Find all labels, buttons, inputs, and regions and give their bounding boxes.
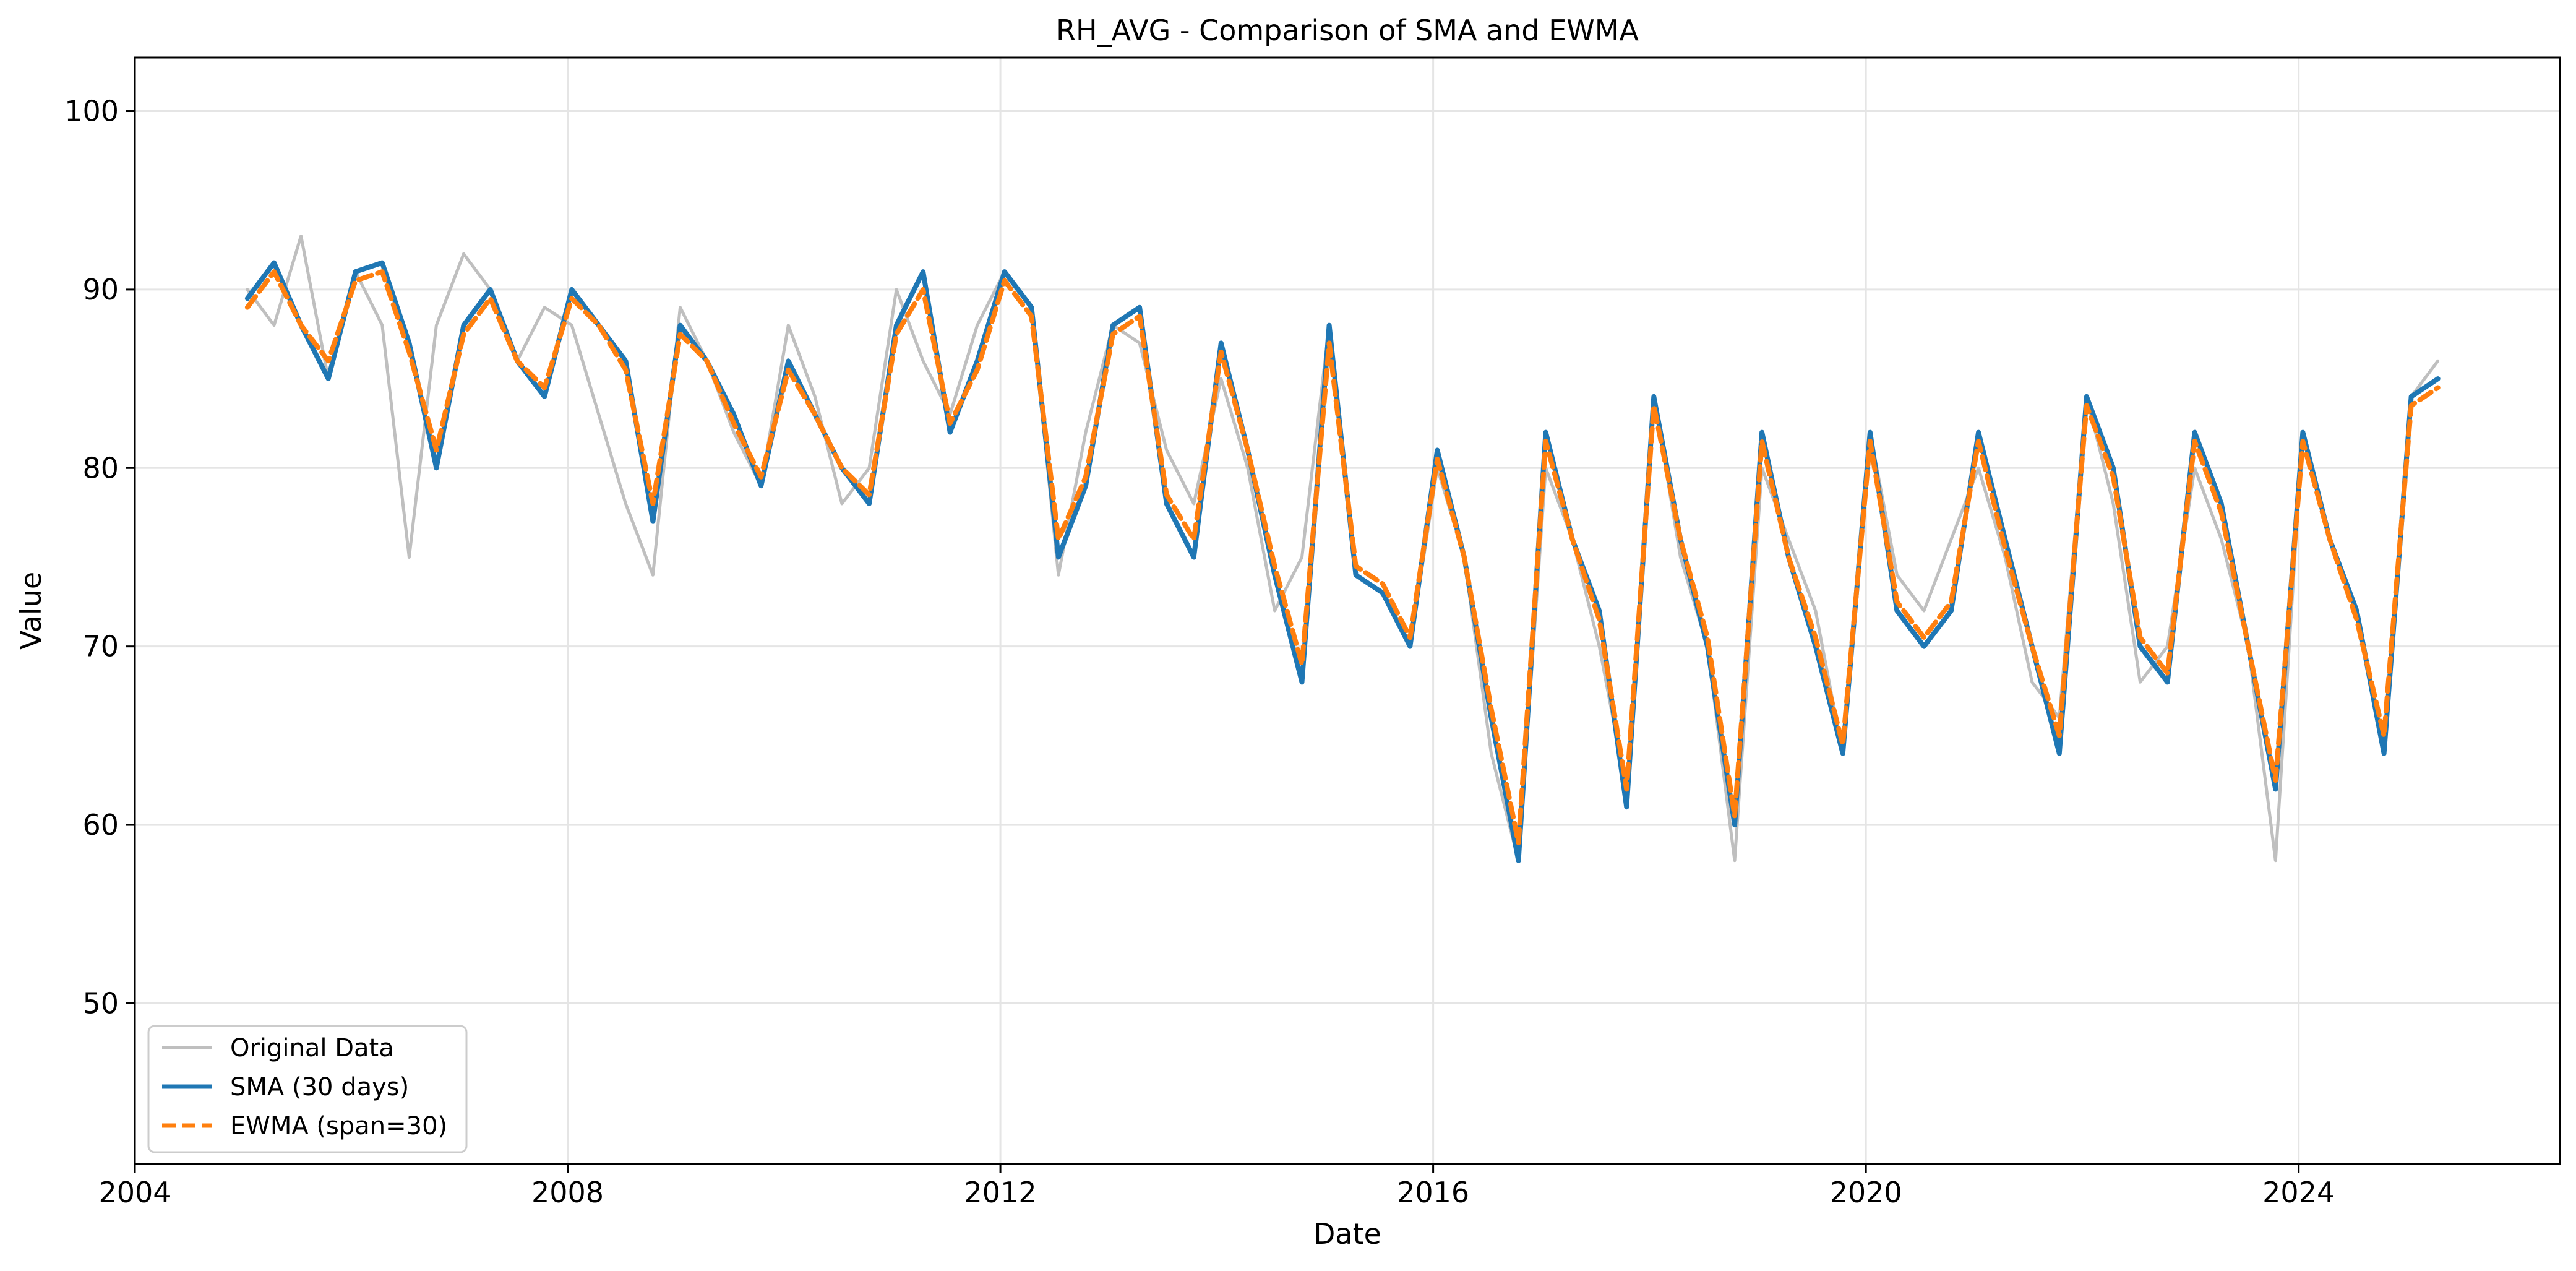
plot-frame — [134, 56, 2561, 1165]
y-tick-label: 80 — [82, 451, 119, 485]
x-tick-label: 2016 — [1397, 1176, 1469, 1209]
chart-title: RH_AVG - Comparison of SMA and EWMA — [1056, 14, 1639, 47]
ticks-layer: 2004 2008 2012 2016 2020 2024 50 60 70 80 90 100 — [64, 95, 2335, 1209]
y-tick-label: 90 — [82, 273, 119, 306]
y-tick-label: 50 — [82, 986, 119, 1020]
x-axis-label: Date — [1313, 1217, 1381, 1251]
legend-label-ewma: EWMA (span=30) — [230, 1112, 447, 1140]
x-tick-label: 2024 — [2262, 1176, 2335, 1209]
y-tick-label: 60 — [82, 808, 119, 842]
legend-label-sma: SMA (30 days) — [230, 1073, 409, 1101]
legend-label-original: Original Data — [230, 1034, 394, 1062]
x-tick-label: 2008 — [531, 1176, 604, 1209]
y-tick-label: 100 — [64, 95, 119, 128]
grid-layer — [134, 58, 2560, 1164]
y-tick-label: 70 — [82, 630, 119, 663]
x-tick-label: 2004 — [98, 1176, 171, 1209]
legend-box — [147, 1025, 468, 1153]
series-layer — [244, 234, 2441, 863]
x-tick-label: 2020 — [1830, 1176, 1902, 1209]
y-axis-label: Value — [14, 572, 48, 650]
legend: Original Data SMA (30 days) EWMA (span=3… — [147, 1025, 468, 1153]
x-tick-label: 2012 — [964, 1176, 1037, 1209]
series-line-ewma — [244, 269, 2441, 845]
